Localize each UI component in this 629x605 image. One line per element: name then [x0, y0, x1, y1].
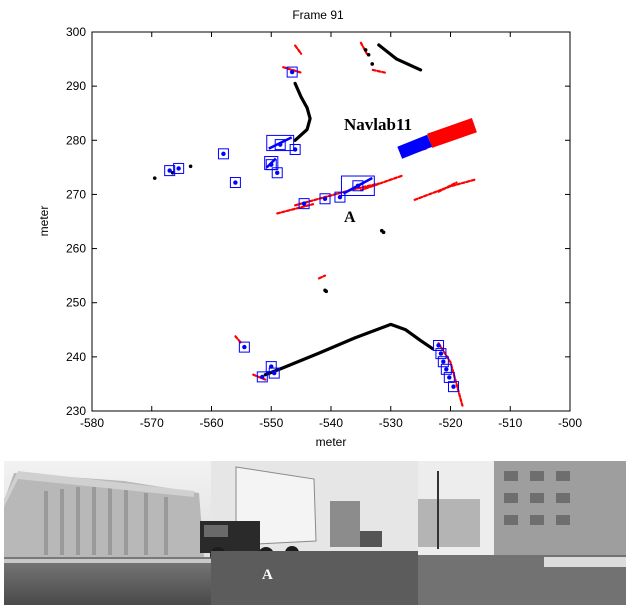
moving-point-streak: [359, 41, 368, 55]
static-points-layer: [152, 43, 435, 377]
chart-title: Frame 91: [292, 8, 344, 22]
frame-plot: Frame 91 -580 -570 -560 -550 -540 -530 -520 -51…: [37, 8, 582, 449]
tracked-object-box: [164, 165, 176, 177]
moving-point-streak: [317, 274, 327, 280]
tracked-object-point: [444, 367, 449, 372]
moving-point-streak: [294, 44, 303, 55]
object-a-annotation: A: [344, 209, 356, 226]
y-tick-label: 280: [66, 133, 86, 147]
static-structure-line: [293, 81, 312, 142]
y-tick-label: 290: [66, 79, 86, 93]
navlab11-annotation: Navlab11: [344, 115, 412, 134]
moving-point-streak: [437, 181, 458, 193]
tracked-object-box: [289, 143, 301, 155]
x-tick-label: -520: [438, 416, 462, 430]
tracked-object-point: [441, 359, 446, 364]
tracked-object-box: [319, 193, 331, 205]
x-axis-label: meter: [316, 435, 347, 449]
tracked-object-point: [322, 196, 328, 201]
tracked-object-box: [238, 341, 250, 353]
vehicle-rear: [397, 134, 432, 159]
tracked-object-box: [265, 361, 277, 373]
x-tick-label: -570: [140, 416, 164, 430]
tracked-object-box: [173, 162, 185, 174]
tracked-object-box: [435, 348, 447, 360]
y-tick-label: 240: [66, 350, 86, 364]
x-tick-label: -510: [498, 416, 522, 430]
y-axis-ticks: 230 240 250 260 270 280 290 300: [66, 25, 570, 418]
y-tick-label: 260: [66, 242, 86, 256]
moving-point-streak: [359, 174, 404, 192]
tracked-object-point: [438, 351, 444, 356]
navlab11-vehicle: [397, 118, 477, 159]
tracked-object-box: [256, 371, 268, 383]
y-axis-label: meter: [37, 206, 51, 237]
y-tick-label: 250: [66, 296, 86, 310]
tracked-object-box-large: [266, 134, 295, 152]
panoramic-camera-image: A: [4, 461, 626, 605]
y-tick-label: 230: [66, 404, 86, 418]
tracked-object-point: [272, 370, 277, 376]
static-point: [370, 62, 375, 66]
tracked-object-box: [433, 339, 445, 351]
tracked-object-point: [289, 69, 295, 75]
tracked-object-point: [337, 194, 343, 200]
tracked-object-point: [176, 166, 181, 171]
tracked-object-box: [352, 180, 364, 192]
x-tick-label: -530: [379, 416, 403, 430]
x-tick-label: -580: [80, 416, 104, 430]
tracked-object-box: [217, 148, 229, 160]
tracked-object-box: [443, 371, 455, 383]
tracked-object-box-large: [264, 156, 279, 171]
static-point: [381, 230, 386, 235]
tracked-object-box: [440, 363, 452, 375]
moving-point-streak: [276, 203, 315, 215]
moving-point-streak: [371, 68, 386, 74]
camera-object-a-label: A: [262, 567, 273, 583]
tracked-object-box: [229, 177, 241, 189]
y-tick-label: 270: [66, 187, 86, 201]
tracked-object-point: [436, 343, 441, 348]
tracked-object-trail: [268, 136, 293, 150]
y-tick-label: 300: [66, 25, 86, 39]
static-point: [188, 164, 193, 169]
tracked-object-box: [298, 198, 310, 210]
x-tick-label: -560: [199, 416, 223, 430]
x-tick-label: -500: [558, 416, 582, 430]
static-structure-line: [377, 43, 423, 72]
tracked-object-box-large: [340, 175, 375, 197]
static-structure-line: [263, 322, 435, 377]
static-point: [152, 176, 157, 180]
tracked-object-box: [268, 367, 280, 379]
x-tick-label: -540: [319, 416, 343, 430]
tracked-objects-layer: [164, 66, 459, 393]
x-tick-label: -550: [259, 416, 283, 430]
tracked-object-point: [275, 170, 280, 175]
tracked-object-box: [447, 381, 459, 393]
tracked-object-point: [451, 384, 456, 389]
tracked-object-point: [447, 375, 452, 380]
tracked-object-trail: [265, 157, 277, 169]
x-axis-ticks: -580 -570 -560 -550 -540 -530 -520 -510 -500: [80, 32, 582, 430]
tracked-object-point: [301, 201, 307, 206]
static-point: [363, 48, 368, 52]
vehicle-body: [427, 118, 477, 148]
tracked-object-box: [334, 191, 346, 203]
tracked-object-box: [286, 66, 298, 78]
tracked-object-trail: [342, 176, 373, 195]
moving-point-streak: [294, 182, 380, 207]
tracked-object-box: [271, 167, 283, 179]
plot-frame: [91, 31, 571, 412]
moving-point-streak: [437, 342, 464, 407]
tracked-object-point: [260, 374, 265, 380]
tracked-object-point: [221, 151, 226, 157]
static-point: [366, 52, 371, 57]
tracked-object-point: [233, 180, 238, 185]
tracked-object-point: [167, 168, 172, 173]
tracked-object-box: [437, 356, 449, 368]
static-point: [324, 289, 329, 294]
tracked-object-point: [242, 344, 247, 350]
